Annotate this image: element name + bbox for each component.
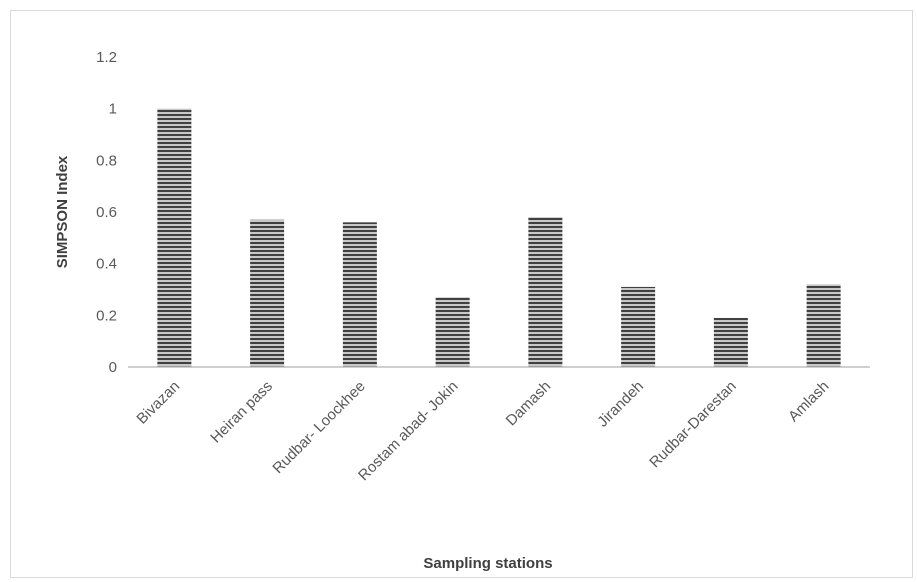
y-tick-label: 0.6 [96,204,117,221]
y-axis-ticks: 0 0.2 0.4 0.6 0.8 1 1.2 [96,49,117,376]
x-category-label: Heiran pass [207,378,276,447]
x-axis-title: Sampling stations [423,555,552,572]
y-tick-label: 1.2 [96,49,117,66]
bar [713,317,748,367]
bar [528,217,563,367]
bar [157,108,192,368]
bars [157,108,841,368]
bar [806,284,841,367]
bar [342,222,377,367]
x-category-label: Jirandeh [594,378,647,431]
bar [250,219,285,367]
x-category-label: Rostam abad- Jokin [355,378,461,484]
bar [621,286,656,367]
x-category-label: Damash [503,378,555,430]
y-tick-label: 0 [109,359,117,376]
y-axis-title: SIMPSON Index [54,155,71,268]
x-category-label: Amlash [785,378,832,425]
y-tick-label: 0.4 [96,256,117,273]
y-tick-label: 0.8 [96,152,117,169]
bar [435,297,470,367]
x-category-label: Rudbar-Darestan [646,378,739,471]
y-tick-label: 0.2 [96,307,117,324]
x-category-label: Bivazan [133,378,183,428]
x-category-label: Rudbar- Loockhee [269,378,368,477]
y-tick-label: 1 [109,101,117,118]
